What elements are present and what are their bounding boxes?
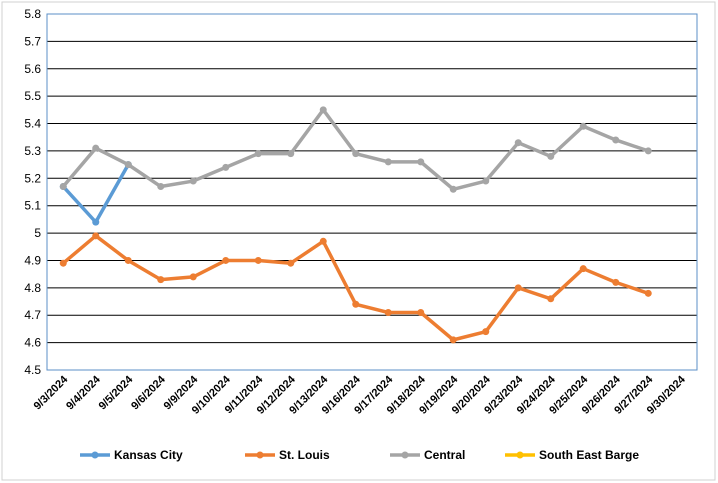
data-point [449,336,457,344]
y-tick-label: 5.7 [24,34,41,48]
legend-label: St. Louis [279,448,330,462]
data-point [352,150,360,158]
y-tick-label: 4.7 [24,308,41,322]
legend-item: Kansas City [80,448,183,462]
y-tick-label: 5 [34,226,41,240]
data-point [287,150,295,158]
data-point [189,273,197,281]
data-point [157,276,165,284]
y-tick-label: 5.3 [24,144,41,158]
data-point [612,278,620,286]
data-point [547,295,555,303]
legend-item: St. Louis [245,448,330,462]
data-point [189,177,197,185]
data-point [482,177,490,185]
y-tick-label: 4.8 [24,281,41,295]
data-point [92,218,100,226]
y-tick-label: 5.8 [24,7,41,21]
data-point [287,259,295,267]
y-tick-label: 5.4 [24,117,41,131]
legend-swatch-marker [91,451,99,459]
data-point [254,150,262,158]
data-point [612,136,620,144]
data-point [644,289,652,297]
y-tick-label: 5.5 [24,89,41,103]
legend-item: South East Barge [505,448,639,462]
data-point [384,308,392,316]
data-point [514,284,522,292]
data-point [222,163,230,171]
data-point [547,152,555,160]
data-point [482,328,490,336]
y-tick-label: 5.2 [24,171,41,185]
data-point [92,232,100,240]
legend-label: Central [424,448,465,462]
y-tick-label: 5.1 [24,199,41,213]
data-point [124,161,132,169]
legend-swatch-marker [401,451,409,459]
legend-swatch-marker [256,451,264,459]
data-point [254,256,262,264]
legend-swatch-marker [516,451,524,459]
data-point [579,122,587,130]
data-point [352,300,360,308]
y-tick-label: 4.5 [24,363,41,377]
plot-area-border [46,13,698,371]
series-central [59,106,652,193]
series-lines [59,106,652,344]
legend-label: South East Barge [539,448,639,462]
y-axis-ticks: 4.5 4.6 4.7 4.8 4.9 5 5.1 5.2 5.3 5.4 5.5 5.6 5.7 5.8 [24,7,41,377]
y-tick-label: 5.6 [24,62,41,76]
data-point [417,308,425,316]
legend: Kansas City St. Louis Central South East Ba… [80,448,639,462]
data-point [417,158,425,166]
y-tick-label: 4.9 [24,253,41,267]
gridlines [46,13,698,371]
data-point [59,183,67,191]
data-point [644,147,652,155]
y-tick-label: 4.6 [24,336,41,350]
data-point [59,259,67,267]
data-point [319,237,327,245]
data-point [579,265,587,273]
legend-item: Central [390,448,465,462]
legend-label: Kansas City [114,448,183,462]
data-point [449,185,457,193]
data-point [319,106,327,114]
data-point [222,256,230,264]
data-point [514,139,522,147]
data-point [124,256,132,264]
data-point [384,158,392,166]
data-point [157,183,165,191]
data-point [92,144,100,152]
series-st-louis [59,232,652,344]
